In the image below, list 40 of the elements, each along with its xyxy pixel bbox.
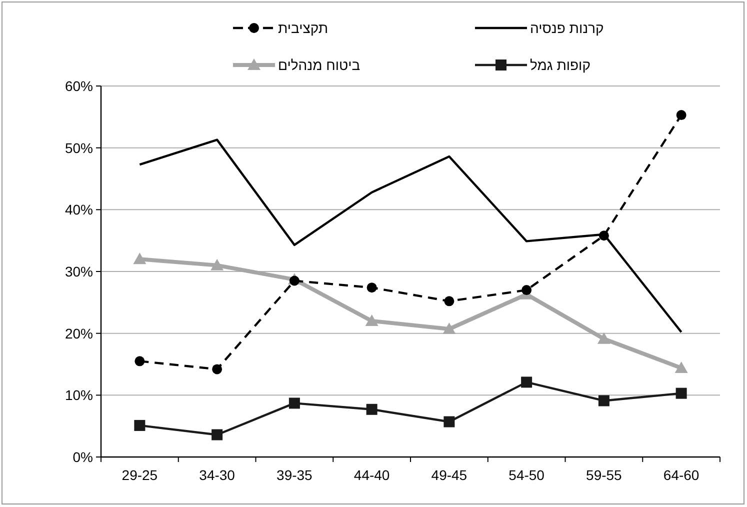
point bbox=[521, 376, 532, 388]
x-tick-label: 34-30 bbox=[199, 467, 236, 483]
point bbox=[289, 276, 300, 286]
legend-label: ביטוח מנהלים bbox=[278, 57, 360, 73]
y-tick-label: 20% bbox=[64, 325, 93, 342]
point bbox=[134, 420, 146, 431]
legend-label: קופות גמל bbox=[530, 57, 590, 73]
legend-label: תקציבית bbox=[278, 20, 328, 36]
point bbox=[597, 332, 610, 344]
point bbox=[366, 282, 377, 293]
x-tick-label: 49-45 bbox=[431, 467, 468, 483]
y-tick-label: 10% bbox=[64, 387, 93, 404]
point bbox=[212, 429, 223, 440]
legend-label: קרנות פנסיה bbox=[530, 20, 604, 36]
point bbox=[598, 395, 610, 406]
y-tick-label: 30% bbox=[64, 264, 93, 280]
point bbox=[366, 404, 378, 415]
point bbox=[365, 314, 378, 326]
point bbox=[676, 388, 687, 399]
point bbox=[444, 416, 455, 428]
x-tick-label: 29-25 bbox=[122, 467, 158, 483]
y-tick-label: 0% bbox=[72, 449, 93, 465]
x-tick-label: 44-40 bbox=[354, 467, 390, 483]
y-tick-label: 50% bbox=[64, 140, 93, 156]
point bbox=[288, 398, 300, 409]
point bbox=[676, 110, 686, 120]
point bbox=[210, 258, 224, 270]
point bbox=[212, 364, 222, 374]
x-tick-label: 64-60 bbox=[663, 467, 700, 483]
x-tick-label: 54-50 bbox=[508, 467, 545, 483]
point bbox=[444, 296, 454, 306]
x-tick-label: 59-55 bbox=[586, 467, 622, 483]
x-tick-label: 39-35 bbox=[276, 467, 313, 483]
point bbox=[442, 322, 456, 334]
point bbox=[674, 361, 688, 373]
point bbox=[134, 356, 145, 366]
point bbox=[133, 252, 146, 264]
point bbox=[522, 285, 532, 296]
y-tick-label: 60% bbox=[64, 78, 93, 94]
y-tick-label: 40% bbox=[64, 202, 93, 218]
